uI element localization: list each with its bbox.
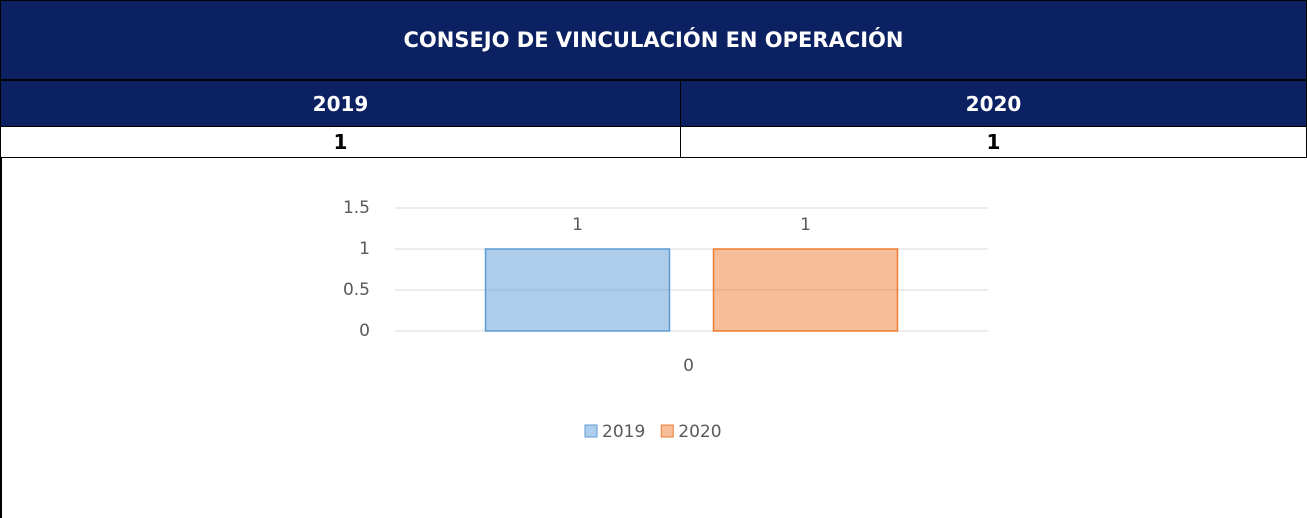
y-tick-label: 0 <box>359 321 370 341</box>
legend-swatch <box>660 424 674 438</box>
header-cell: 2020 <box>680 80 1307 127</box>
legend-label: 2019 <box>602 422 645 442</box>
border <box>0 157 2 518</box>
bar <box>712 248 899 332</box>
data-label: 1 <box>800 215 811 235</box>
x-tick-label: 0 <box>683 356 694 376</box>
legend-label: 2020 <box>678 422 721 442</box>
bar <box>484 248 671 332</box>
table-title: CONSEJO DE VINCULACIÓN EN OPERACIÓN <box>0 0 1307 80</box>
y-tick-label: 0.5 <box>343 280 370 300</box>
y-tick-label: 1 <box>359 239 370 259</box>
y-tick-label: 1.5 <box>343 198 370 218</box>
legend-swatch <box>584 424 598 438</box>
chart: 0 0.5 1 1.5 0 1 1 2019 2020 <box>343 198 988 442</box>
header-cell: 2019 <box>0 80 681 127</box>
table-cell: 1 <box>0 126 681 158</box>
table-cell: 1 <box>680 126 1307 158</box>
data-label: 1 <box>572 215 583 235</box>
